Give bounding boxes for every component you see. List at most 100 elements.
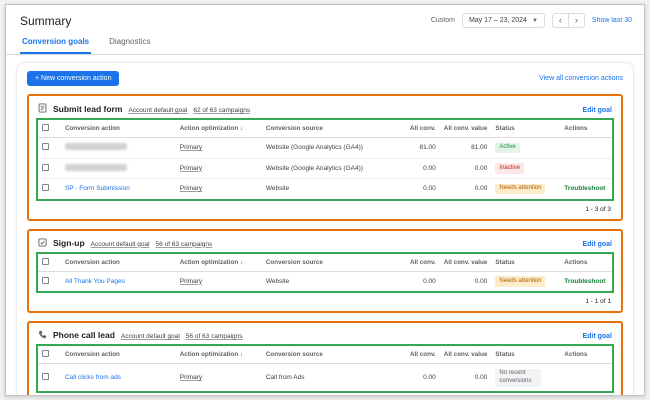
tab-diagnostics[interactable]: Diagnostics bbox=[109, 37, 151, 46]
show-last-link[interactable]: Show last 30 bbox=[591, 17, 632, 24]
conversions-table: Conversion action Action optimization ↓ … bbox=[36, 251, 614, 293]
section-sign-up: Sign-up Account default goal 56 of 63 ca… bbox=[27, 228, 623, 313]
all-conv-value: 81.00 bbox=[393, 137, 440, 159]
status-badge: Active bbox=[495, 142, 520, 153]
row-checkbox[interactable] bbox=[42, 373, 49, 380]
section-header: Sign-up Account default goal 56 of 63 ca… bbox=[36, 236, 614, 252]
column-all-conv: All conv. bbox=[393, 253, 440, 272]
conversion-source: Call from Ads bbox=[265, 374, 305, 381]
optimization-label: Primary bbox=[179, 374, 203, 381]
date-nav: ‹ › bbox=[551, 13, 585, 28]
column-action-optimization[interactable]: Action optimization ↓ bbox=[175, 346, 262, 364]
conversion-action-link[interactable]: Call clicks from ads bbox=[64, 374, 121, 381]
sign-up-icon bbox=[38, 237, 47, 247]
row-checkbox[interactable] bbox=[42, 184, 49, 192]
table-row: Primary Website (Google Analytics (GA4))… bbox=[38, 137, 612, 159]
tab-conversion-goals[interactable]: Conversion goals bbox=[20, 32, 92, 54]
all-conv-value-value: 0.00 bbox=[474, 277, 488, 285]
table-header-row: Conversion action Action optimization ↓ … bbox=[38, 253, 612, 272]
tab-bar: Conversion goals Diagnostics bbox=[6, 32, 644, 55]
column-actions: Actions bbox=[560, 120, 612, 138]
sort-desc-icon: ↓ bbox=[239, 351, 244, 358]
pagination: 1 - 3 of 3 bbox=[585, 205, 611, 213]
column-all-conv: All conv. bbox=[393, 120, 440, 138]
all-conv-value: 0.00 bbox=[423, 277, 436, 285]
all-conv-value-value: 0.00 bbox=[474, 374, 488, 381]
column-action-optimization[interactable]: Action optimization ↓ bbox=[175, 120, 262, 138]
all-conv-value: 0.00 bbox=[393, 158, 440, 179]
content-card: + New conversion action View all convers… bbox=[16, 62, 634, 395]
column-conversion-action: Conversion action bbox=[60, 120, 176, 138]
row-checkbox[interactable] bbox=[42, 163, 49, 171]
conversion-action-link[interactable]: All Thank You Pages bbox=[64, 277, 125, 285]
new-conversion-action-button[interactable]: + New conversion action bbox=[27, 71, 120, 86]
column-action-optimization[interactable]: Action optimization ↓ bbox=[175, 253, 262, 272]
column-all-conv-value: All conv. value bbox=[439, 120, 492, 138]
column-status: Status bbox=[491, 120, 561, 138]
edit-goal-link[interactable]: Edit goal bbox=[582, 107, 612, 114]
redacted-conversion-action bbox=[64, 143, 127, 151]
section-header: Submit lead form Account default goal 62… bbox=[36, 101, 614, 118]
row-checkbox[interactable] bbox=[42, 143, 49, 151]
edit-goal-link[interactable]: Edit goal bbox=[582, 333, 612, 340]
section-title: Phone call lead bbox=[53, 330, 115, 340]
all-conv-value-value: 0.00 bbox=[439, 158, 492, 179]
select-all-checkbox[interactable] bbox=[42, 257, 49, 265]
table-row: Primary Website (Google Analytics (GA4))… bbox=[38, 158, 612, 179]
table-row: Call clicks from ads Primary Call from A… bbox=[38, 364, 612, 392]
custom-label: Custom bbox=[430, 17, 455, 24]
section-submit-lead-form: Submit lead form Account default goal 62… bbox=[27, 94, 623, 221]
account-default-goal-link[interactable]: Account default goal bbox=[120, 333, 180, 340]
table-header-row: Conversion action Action optimization ↓ … bbox=[38, 346, 612, 364]
status-badge: No recent conversions bbox=[495, 368, 542, 387]
conversion-source: Website (Google Analytics (GA4)) bbox=[261, 137, 394, 159]
status-badge: Needs attention bbox=[495, 276, 546, 287]
column-conversion-action: Conversion action bbox=[60, 253, 176, 272]
status-badge: Inactive bbox=[495, 163, 525, 174]
select-all-checkbox[interactable] bbox=[42, 124, 49, 131]
chevron-right-button[interactable]: › bbox=[567, 14, 584, 27]
select-all-checkbox[interactable] bbox=[42, 350, 49, 357]
column-status: Status bbox=[491, 346, 561, 364]
section-header: Phone call lead Account default goal 56 … bbox=[36, 328, 614, 344]
campaigns-link[interactable]: 56 of 63 campaigns bbox=[155, 240, 213, 248]
column-actions: Actions bbox=[560, 253, 612, 272]
conversion-source: Website bbox=[265, 277, 290, 285]
optimization-label: Primary bbox=[179, 164, 203, 172]
column-all-conv-value: All conv. value bbox=[439, 346, 492, 364]
all-conv-value-value: 81.00 bbox=[439, 137, 492, 159]
conversions-table: Conversion action Action optimization ↓ … bbox=[36, 118, 614, 201]
status-badge: Needs attention bbox=[495, 183, 546, 194]
pagination: 1 - 1 of 1 bbox=[585, 298, 611, 305]
conversion-source: Website (Google Analytics (GA4)) bbox=[261, 158, 394, 179]
campaigns-link[interactable]: 56 of 63 campaigns bbox=[185, 333, 243, 340]
edit-goal-link[interactable]: Edit goal bbox=[582, 240, 612, 248]
optimization-label: Primary bbox=[179, 277, 203, 285]
row-checkbox[interactable] bbox=[42, 276, 49, 284]
conversion-action-link[interactable]: SP - Form Submission bbox=[64, 185, 130, 193]
campaigns-link[interactable]: 62 of 63 campaigns bbox=[193, 107, 251, 114]
troubleshoot-link[interactable]: Troubleshoot bbox=[564, 185, 606, 193]
troubleshoot-link[interactable]: Troubleshoot bbox=[564, 277, 606, 285]
lead-form-icon bbox=[38, 103, 47, 113]
account-default-goal-link[interactable]: Account default goal bbox=[128, 107, 188, 114]
header-bar: Summary Custom May 17 – 23, 2024 ▼ ‹ › S… bbox=[6, 5, 644, 32]
view-all-conversion-actions-link[interactable]: View all conversion actions bbox=[539, 75, 623, 82]
sort-desc-icon: ↓ bbox=[239, 258, 244, 266]
table-header-row: Conversion action Action optimization ↓ … bbox=[38, 120, 612, 138]
chevron-left-button[interactable]: ‹ bbox=[558, 15, 562, 25]
all-conv-value: 0.00 bbox=[423, 185, 436, 193]
conversion-source: Website bbox=[265, 185, 290, 193]
date-range-value: May 17 – 23, 2024 bbox=[468, 17, 527, 24]
column-status: Status bbox=[491, 253, 561, 272]
column-conversion-source: Conversion source bbox=[261, 120, 394, 138]
date-range-picker[interactable]: May 17 – 23, 2024 ▼ bbox=[461, 13, 545, 28]
column-all-conv-value: All conv. value bbox=[439, 253, 492, 272]
account-default-goal-link[interactable]: Account default goal bbox=[90, 240, 150, 248]
phone-icon bbox=[38, 330, 47, 339]
column-conversion-source: Conversion source bbox=[261, 253, 394, 272]
section-title: Sign-up bbox=[53, 237, 85, 248]
section-phone-call-lead: Phone call lead Account default goal 56 … bbox=[27, 321, 623, 395]
all-conv-value: 0.00 bbox=[423, 374, 436, 381]
section-title: Submit lead form bbox=[53, 104, 123, 114]
